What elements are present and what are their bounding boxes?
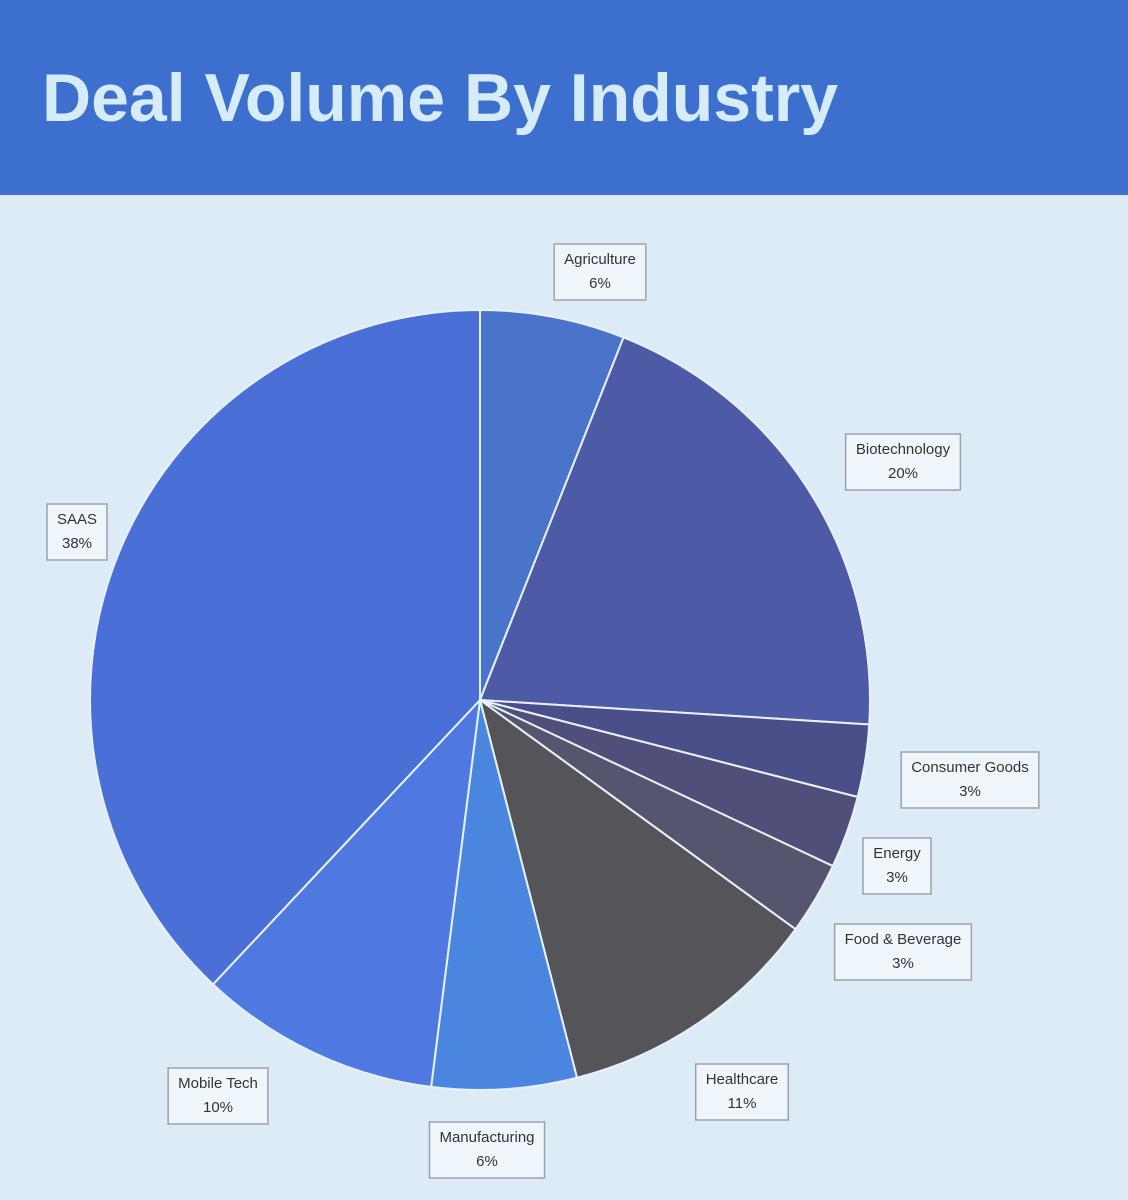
slice-label: Manufacturing 6% bbox=[428, 1121, 546, 1179]
label-box bbox=[46, 503, 108, 561]
label-value: 10% bbox=[203, 1099, 233, 1116]
label-name: Food & Beverage bbox=[845, 931, 962, 948]
label-name: Energy bbox=[873, 845, 921, 862]
pie-slice bbox=[430, 699, 579, 1091]
label-box bbox=[844, 433, 962, 491]
slice-label: SAAS 38% bbox=[46, 503, 108, 561]
label-box bbox=[553, 243, 647, 301]
slice-label: Food & Beverage 3% bbox=[833, 923, 973, 981]
label-value: 11% bbox=[728, 1095, 757, 1112]
label-box bbox=[833, 923, 973, 981]
label-value: 3% bbox=[892, 955, 914, 972]
pie-slice bbox=[479, 308, 625, 701]
label-value: 20% bbox=[888, 465, 918, 482]
pie-slice bbox=[89, 308, 481, 986]
pie-slice bbox=[478, 697, 797, 1079]
slice-label: Consumer Goods 3% bbox=[900, 751, 1040, 809]
pie-slice bbox=[211, 697, 482, 1089]
slice-label: Energy 3% bbox=[862, 837, 932, 895]
slice-label: Biotechnology 20% bbox=[844, 433, 962, 491]
slice-label: Healthcare 11% bbox=[694, 1063, 790, 1121]
title-bar bbox=[0, 0, 1128, 195]
label-box bbox=[900, 751, 1040, 809]
label-box bbox=[862, 837, 932, 895]
label-box bbox=[694, 1063, 790, 1121]
label-value: 38% bbox=[62, 535, 92, 552]
label-value: 3% bbox=[886, 869, 908, 886]
label-value: 6% bbox=[589, 275, 611, 292]
label-value: 3% bbox=[959, 783, 981, 800]
label-name: Mobile Tech bbox=[178, 1075, 258, 1092]
chart-title: Deal Volume By Industry bbox=[42, 60, 838, 136]
label-name: Consumer Goods bbox=[911, 759, 1029, 776]
label-name: Manufacturing bbox=[439, 1129, 534, 1146]
pie-slice bbox=[478, 336, 871, 726]
label-name: Biotechnology bbox=[856, 441, 951, 458]
slice-label: Mobile Tech 10% bbox=[167, 1067, 269, 1125]
label-name: SAAS bbox=[57, 511, 97, 528]
label-box bbox=[167, 1067, 269, 1125]
label-name: Agriculture bbox=[564, 251, 636, 268]
slice-label: Agriculture 6% bbox=[553, 243, 647, 301]
label-name: Healthcare bbox=[706, 1071, 779, 1088]
label-box bbox=[428, 1121, 546, 1179]
label-value: 6% bbox=[476, 1153, 498, 1170]
